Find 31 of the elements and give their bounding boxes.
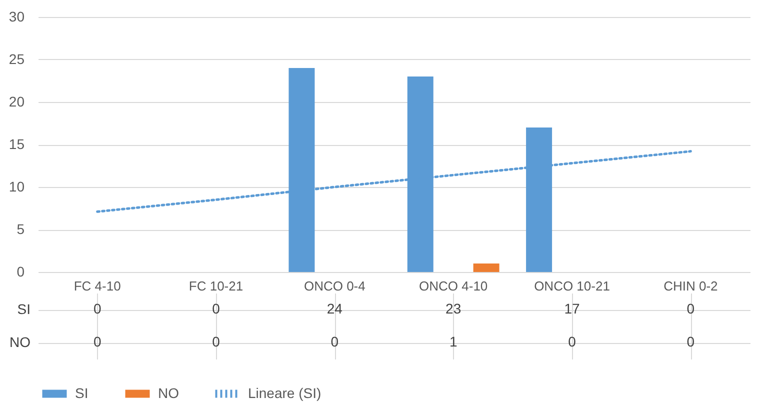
y-tick-label: 20 (8, 94, 25, 110)
data-label: 1 (449, 334, 458, 350)
legend-label: Lineare (SI) (248, 384, 322, 401)
data-label: 0 (212, 300, 220, 316)
x-tick-label: FC 4-10 (74, 278, 121, 294)
x-tick-label: FC 10-21 (188, 278, 244, 294)
data-label: 0 (686, 300, 695, 316)
data-label: 0 (330, 334, 339, 350)
x-tick-label: ONCO 0-4 (304, 278, 366, 294)
y-tick-label: 25 (8, 51, 25, 67)
y-tick-label: 0 (16, 264, 25, 280)
y-tick-label: 15 (8, 136, 25, 152)
x-tick-label: CHIN 0-2 (664, 278, 718, 294)
data-label: 0 (93, 334, 102, 350)
data-label: 17 (564, 300, 580, 316)
text: SI (17, 301, 30, 317)
bar (473, 264, 500, 272)
legend-label: SI (75, 384, 88, 401)
data-label: 0 (686, 334, 695, 350)
data-label: 0 (568, 334, 576, 350)
data-label: 0 (93, 300, 102, 316)
data-label: 23 (446, 300, 462, 316)
y-tick-label: 30 (8, 8, 25, 24)
x-tick-label: ONCO 10-21 (534, 278, 610, 294)
y-tick-label: 10 (8, 178, 25, 194)
y-tick-label: 5 (16, 221, 25, 237)
data-label: 0 (212, 334, 220, 350)
data-label: 24 (326, 300, 343, 316)
text: NO (10, 334, 30, 350)
x-tick-label: ONCO 4-10 (419, 278, 488, 294)
legend-label: NO (158, 384, 180, 401)
